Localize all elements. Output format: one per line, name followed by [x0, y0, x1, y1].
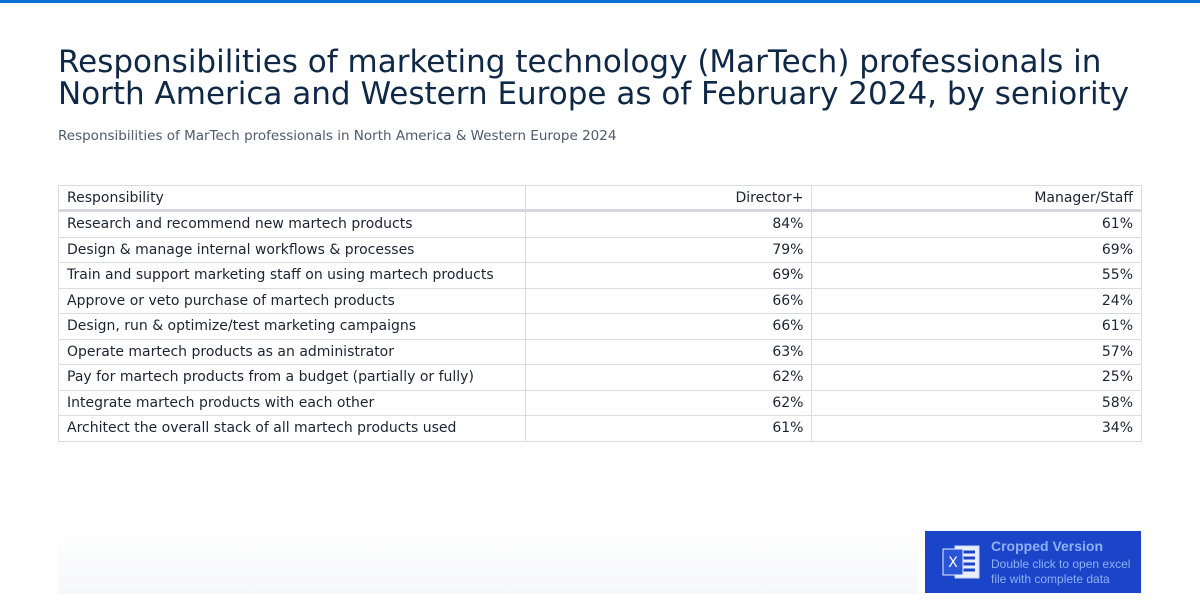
- title: Responsibilities of marketing technology…: [58, 44, 1130, 112]
- table-row: Pay for martech products from a budget (…: [58, 364, 1142, 391]
- value-cell: 58%: [811, 389, 1142, 416]
- value-cell: 24%: [811, 287, 1142, 314]
- excel-icon: X: [942, 545, 980, 579]
- excel-badge[interactable]: X Cropped Version Double click to open e…: [925, 531, 1141, 593]
- badge-line: Double click to open excel: [991, 557, 1131, 571]
- value-cell: 25%: [811, 364, 1142, 391]
- table-row: Design & manage internal workflows & pro…: [58, 236, 1142, 263]
- value-cell: 69%: [811, 236, 1142, 263]
- data-table: Responsibility Director+ Manager/Staff Res…: [58, 185, 1142, 442]
- label-cell: Design, run & optimize/test marketing ca…: [58, 313, 526, 340]
- label-cell: Train and support marketing staff on usi…: [58, 262, 526, 289]
- label-cell: Research and recommend new martech produ…: [58, 210, 526, 238]
- value-cell: 79%: [524, 236, 813, 263]
- value-cell: 57%: [811, 338, 1142, 365]
- subtitle: Responsibilities of MarTech professional…: [58, 128, 617, 144]
- value-cell: 61%: [811, 313, 1142, 340]
- column-header: Manager/Staff: [811, 185, 1142, 212]
- table-row: Approve or veto purchase of martech prod…: [58, 287, 1142, 314]
- header-row: Responsibility Director+ Manager/Staff: [58, 185, 1142, 212]
- label-cell: Design & manage internal workflows & pro…: [58, 236, 526, 263]
- label-cell: Architect the overall stack of all marte…: [58, 415, 526, 442]
- top-bar: [0, 0, 1200, 3]
- value-cell: 62%: [524, 364, 813, 391]
- table-row: Design, run & optimize/test marketing ca…: [58, 313, 1142, 340]
- icon-label: X: [948, 555, 958, 571]
- value-cell: 34%: [811, 415, 1142, 442]
- value-cell: 55%: [811, 262, 1142, 289]
- label-cell: Pay for martech products from a budget (…: [58, 364, 526, 391]
- value-cell: 84%: [524, 210, 813, 238]
- table-row: Research and recommend new martech produ…: [58, 210, 1142, 238]
- value-cell: 69%: [524, 262, 813, 289]
- table-body: Research and recommend new martech produ…: [58, 210, 1142, 442]
- label-cell: Integrate martech products with each oth…: [58, 389, 526, 416]
- value-cell: 62%: [524, 389, 813, 416]
- fade: [58, 528, 918, 594]
- value-cell: 66%: [524, 313, 813, 340]
- value-cell: 66%: [524, 287, 813, 314]
- badge-title: Cropped Version: [991, 538, 1104, 554]
- label-cell: Approve or veto purchase of martech prod…: [58, 287, 526, 314]
- table-row: Train and support marketing staff on usi…: [58, 262, 1142, 289]
- table-row: Integrate martech products with each oth…: [58, 389, 1142, 416]
- label-cell: Operate martech products as an administr…: [58, 338, 526, 365]
- column-header: Director+: [524, 185, 813, 212]
- value-cell: 61%: [811, 210, 1142, 238]
- badge-line: file with complete data: [991, 572, 1110, 586]
- column-header: Responsibility: [58, 185, 526, 212]
- value-cell: 63%: [524, 338, 813, 365]
- table-row: Architect the overall stack of all marte…: [58, 415, 1142, 442]
- value-cell: 61%: [524, 415, 813, 442]
- table-row: Operate martech products as an administr…: [58, 338, 1142, 365]
